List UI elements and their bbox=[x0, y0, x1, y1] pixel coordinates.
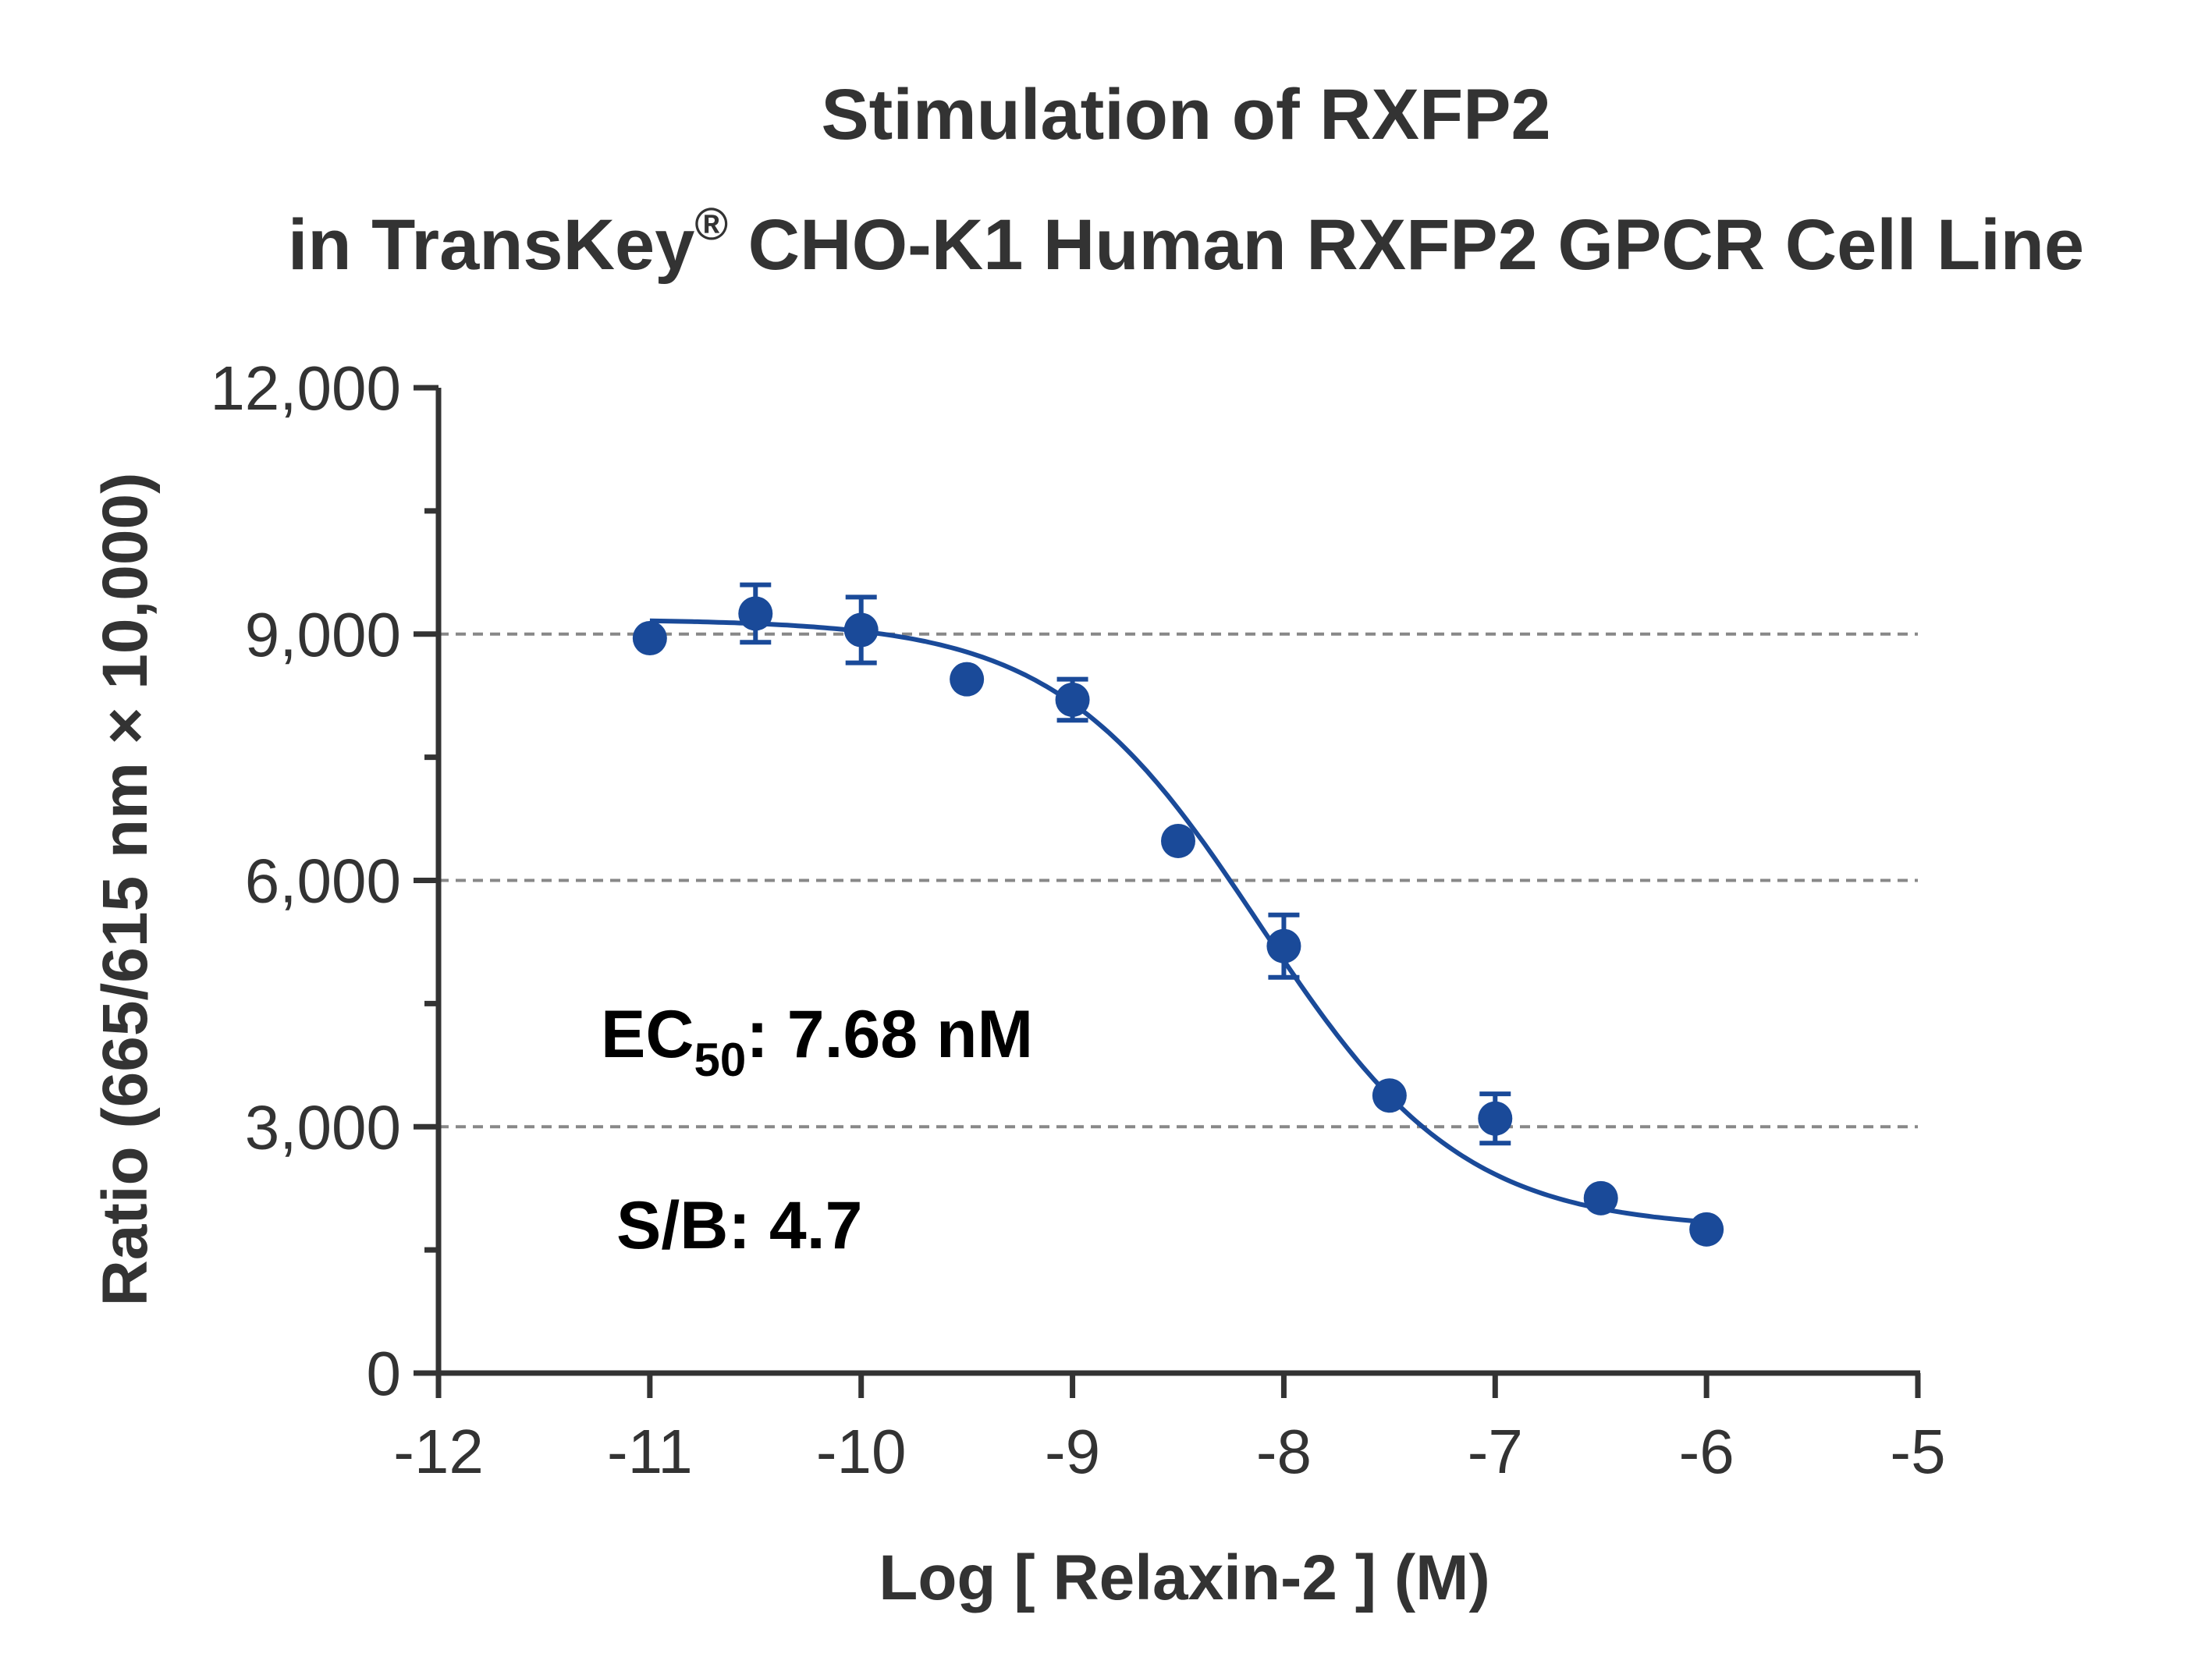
fit-curve-group bbox=[649, 618, 1707, 1225]
chart-title-line1: Stimulation of RXFP2 bbox=[821, 75, 1550, 154]
chart-title-line2: in TransKey® CHO-K1 Human RXFP2 GPCR Cel… bbox=[288, 199, 2084, 285]
gridlines bbox=[438, 632, 1918, 1129]
data-point-2 bbox=[843, 612, 879, 648]
ticks: 0 3,000 6,000 9,000 12,000 -12 -11 -10 -9 -8 -7 -6 -… bbox=[210, 353, 1945, 1486]
data-point-3 bbox=[950, 662, 985, 697]
x-tick-label-4: -8 bbox=[1256, 1417, 1312, 1486]
y-axis-label: Ratio (665/615 nm × 10,000) bbox=[90, 473, 161, 1307]
ec50-subscript: 50 bbox=[694, 1034, 746, 1086]
registered-mark: ® bbox=[694, 199, 728, 250]
x-tick-label-6: -6 bbox=[1679, 1417, 1734, 1486]
x-tick-label-3: -9 bbox=[1045, 1417, 1100, 1486]
data-point-6 bbox=[1266, 928, 1301, 963]
y-tick-label-2: 6,000 bbox=[245, 846, 401, 916]
data-point-1 bbox=[738, 596, 773, 631]
data-point-9 bbox=[1583, 1180, 1618, 1215]
x-tick-label-1: -11 bbox=[607, 1417, 693, 1486]
x-tick-label-7: -5 bbox=[1890, 1417, 1945, 1486]
y-tick-label-0: 0 bbox=[367, 1339, 402, 1408]
ec50-prefix: EC bbox=[601, 997, 694, 1072]
y-tick-label-4: 12,000 bbox=[210, 353, 401, 423]
data-point-7 bbox=[1372, 1078, 1407, 1113]
data-point-0 bbox=[632, 621, 667, 656]
ec50-annotation: EC50: 7.68 nM bbox=[601, 997, 1033, 1086]
ec50-value: : 7.68 nM bbox=[746, 997, 1033, 1072]
x-tick-label-5: -7 bbox=[1468, 1417, 1523, 1486]
data-point-10 bbox=[1689, 1212, 1724, 1247]
chart-title-line2-post: CHO-K1 Human RXFP2 GPCR Cell Line bbox=[728, 205, 2084, 285]
x-tick-label-2: -10 bbox=[816, 1417, 907, 1486]
chart-title-line2-pre: in TransKey bbox=[288, 205, 695, 285]
sb-annotation: S/B: 4.7 bbox=[616, 1188, 862, 1263]
x-axis-label: Log [ Relaxin-2 ] (M) bbox=[879, 1542, 1490, 1613]
data-point-5 bbox=[1161, 823, 1195, 858]
y-tick-label-3: 9,000 bbox=[245, 600, 401, 669]
y-tick-label-1: 3,000 bbox=[245, 1092, 401, 1162]
x-tick-label-0: -12 bbox=[393, 1417, 484, 1486]
data-point-8 bbox=[1478, 1101, 1513, 1136]
data-points bbox=[632, 596, 1724, 1247]
fit-curve bbox=[649, 618, 1707, 1225]
data-point-4 bbox=[1055, 682, 1090, 717]
